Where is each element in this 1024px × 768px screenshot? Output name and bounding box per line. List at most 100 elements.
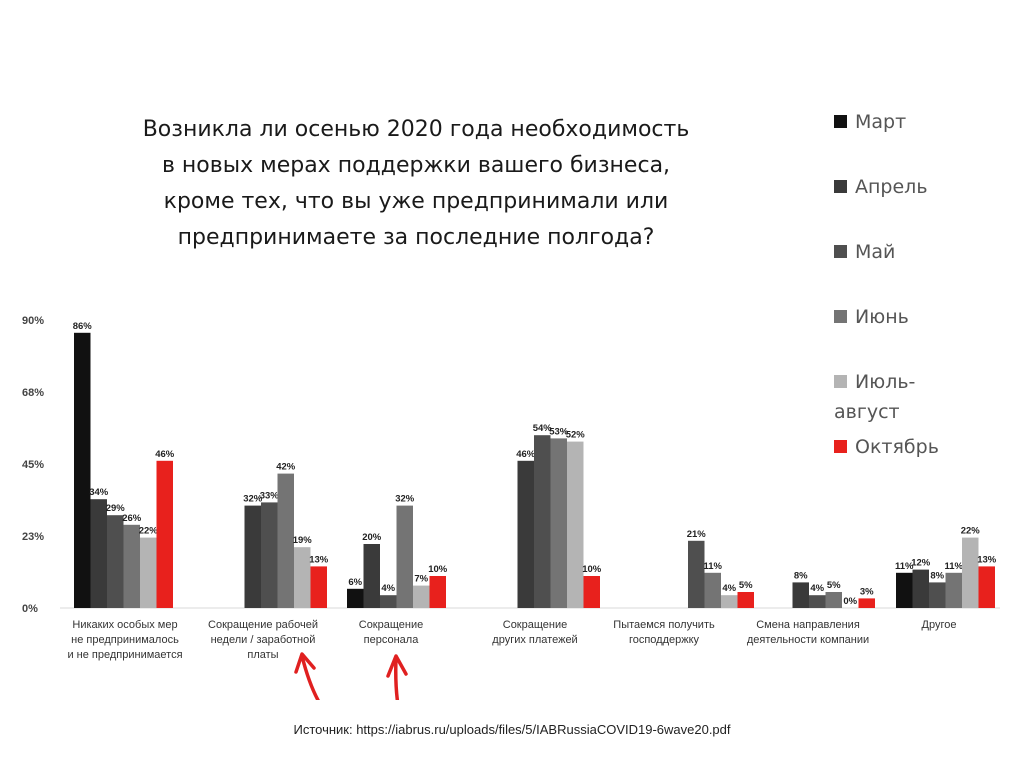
legend-label: Апрель [855,176,928,198]
category-label: Другое [922,619,957,631]
data-label: 42% [276,462,296,473]
data-label: 52% [566,430,586,441]
bar-jun-7 [945,572,962,608]
bar-jun-1 [123,524,140,608]
bar-may-6 [809,595,826,608]
bar-oct-2 [310,566,327,608]
data-label: 3% [860,586,874,597]
data-label: 26% [122,513,142,524]
data-label: 7% [414,574,428,585]
data-label: 20% [362,532,382,543]
data-label: 10% [582,564,602,575]
category-label: Смена направления [756,619,860,631]
bar-oct-5 [737,592,754,608]
y-tick-label: 90% [22,315,44,327]
bar-jun-3 [396,505,413,608]
bar-julaug-3 [413,585,430,608]
data-label: 12% [911,558,931,569]
data-label: 32% [243,494,263,505]
bar-oct-1 [156,460,173,608]
bar-julaug-7 [962,537,979,608]
data-label: 13% [977,554,997,565]
legend-label: Май [855,241,896,263]
legend-swatch [834,375,847,388]
data-label: 11% [704,561,723,572]
bar-may-2 [261,502,278,608]
chart-title: Возникла ли осенью 2020 года необходимос… [96,112,736,256]
legend-label: Июнь [855,306,909,328]
annotation-arrow-head [386,654,408,678]
bar-apr-2 [244,505,261,608]
legend-swatch [834,180,847,193]
data-label: 4% [381,583,395,594]
y-tick-label: 68% [22,387,44,399]
legend-label: Июль- [855,371,916,393]
data-label: 4% [810,583,824,594]
category-label: не предпринималось [71,634,179,646]
category-label: Никаких особых мер [72,619,177,631]
bar-jun-4 [550,438,567,608]
data-label: 46% [516,449,536,460]
bar-apr-6 [792,582,809,608]
data-label: 13% [309,554,329,565]
title-line: кроме тех, что вы уже предпринимали или [163,189,669,214]
bar-may-5 [688,540,705,608]
data-label: 32% [395,494,415,505]
data-label: 34% [89,487,109,498]
bar-oct-6 [858,598,875,608]
data-label: 5% [739,580,753,591]
y-tick-label: 0% [22,603,38,615]
bar-apr-3 [363,544,380,608]
data-label: 21% [687,529,707,540]
data-label: 11% [945,561,964,572]
bar-apr-7 [912,569,929,608]
legend-swatch [834,115,847,128]
data-label: 19% [293,535,313,546]
annotation-arrow-head [294,652,316,674]
y-tick-label: 23% [22,531,44,543]
bar-oct-7 [978,566,995,608]
legend-label: август [834,401,900,423]
data-label: 0% [843,596,857,607]
category-label: деятельности компании [747,634,869,646]
legend-label: Март [855,111,907,133]
data-label: 29% [106,503,126,514]
legend-swatch [834,440,847,453]
category-label: Пытаемся получить [613,619,715,631]
bar-mar-1 [74,332,91,608]
category-label: и не предпринимается [67,649,182,661]
data-label: 54% [533,423,553,434]
bar-may-1 [107,515,124,608]
legend-swatch [834,245,847,258]
annotation-arrow-shaft [394,656,400,700]
bar-jun-2 [277,473,294,608]
bar-may-4 [534,435,551,608]
title-line: предпринимаете за последние полгода? [177,225,655,250]
category-label: Сокращение [359,619,424,631]
category-label: других платежей [492,634,577,646]
data-label: 46% [155,449,175,460]
category-label: господдержку [629,634,700,646]
category-label: персонала [364,634,420,646]
data-label: 8% [794,570,808,581]
data-label: 53% [549,426,569,437]
bar-oct-4 [583,576,600,608]
data-label: 22% [961,526,981,537]
bar-julaug-4 [567,441,584,608]
category-label: Сокращение [503,619,568,631]
legend-label: Октябрь [855,436,939,458]
bar-julaug-1 [140,537,157,608]
title-line: в новых мерах поддержки вашего бизнеса, [161,153,671,178]
bar-may-3 [380,595,397,608]
data-label: 22% [139,526,159,537]
legend-swatch [834,310,847,323]
bar-apr-1 [90,499,107,608]
bar-may-7 [929,582,946,608]
data-label: 6% [348,577,362,588]
category-label: Сокращение рабочей [208,619,318,631]
source-citation: Источник: https://iabrus.ru/uploads/file… [293,722,731,737]
data-label: 8% [930,570,944,581]
data-label: 4% [722,583,736,594]
bar-mar-3 [347,588,364,608]
category-label: платы [247,649,278,661]
